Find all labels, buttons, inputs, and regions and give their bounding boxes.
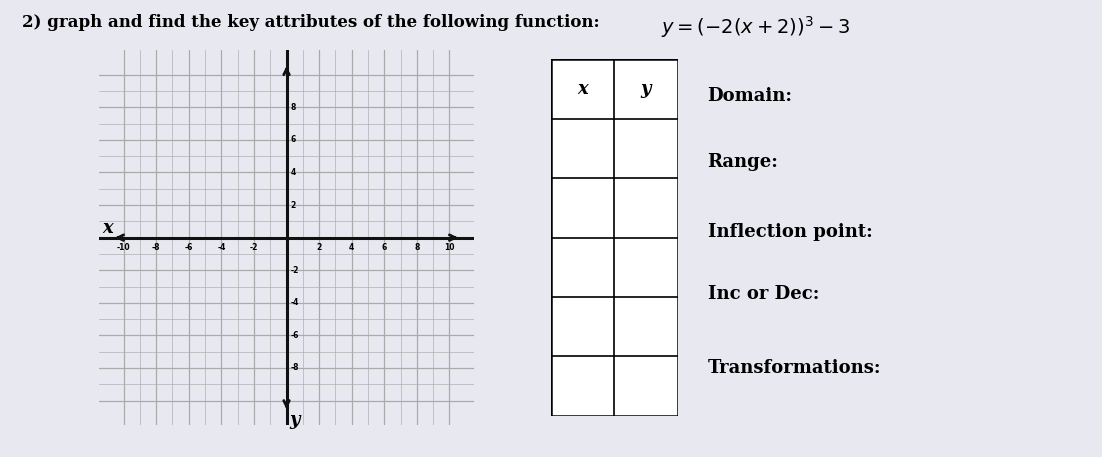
Text: 6: 6	[381, 243, 387, 252]
Text: -2: -2	[291, 266, 299, 275]
Text: -8: -8	[152, 243, 161, 252]
Text: Domain:: Domain:	[707, 87, 792, 105]
Text: Inc or Dec:: Inc or Dec:	[707, 285, 819, 303]
Text: Inflection point:: Inflection point:	[707, 223, 873, 241]
Text: -6: -6	[291, 331, 299, 340]
Text: 8: 8	[414, 243, 420, 252]
Text: -4: -4	[291, 298, 299, 307]
Text: -4: -4	[217, 243, 226, 252]
Text: 6: 6	[291, 135, 295, 144]
Text: 4: 4	[291, 168, 295, 177]
Text: -6: -6	[184, 243, 193, 252]
Text: 8: 8	[291, 103, 296, 112]
Text: 2: 2	[291, 201, 295, 210]
Text: -10: -10	[117, 243, 130, 252]
Text: 2: 2	[316, 243, 322, 252]
Text: 2) graph and find the key attributes of the following function:: 2) graph and find the key attributes of …	[22, 14, 599, 31]
Text: 10: 10	[444, 243, 455, 252]
Text: $y = (-2(x + 2))^3 - 3$: $y = (-2(x + 2))^3 - 3$	[661, 14, 851, 40]
Text: Transformations:: Transformations:	[707, 359, 882, 377]
Text: -8: -8	[291, 363, 299, 372]
Text: y: y	[290, 411, 300, 429]
Text: x: x	[101, 219, 112, 237]
Text: x: x	[577, 80, 588, 98]
Text: Range:: Range:	[707, 153, 778, 171]
Text: y: y	[640, 80, 651, 98]
Text: 4: 4	[349, 243, 355, 252]
Text: -2: -2	[250, 243, 258, 252]
